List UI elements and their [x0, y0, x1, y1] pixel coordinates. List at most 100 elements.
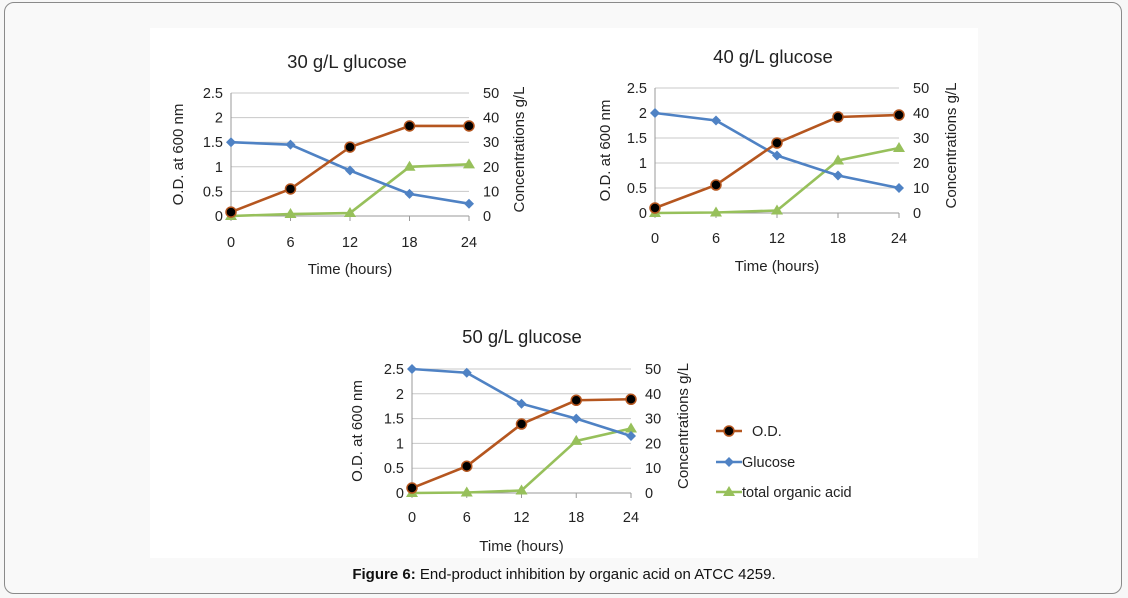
- x-axis-title: Time (hours): [479, 538, 563, 555]
- figure-caption: Figure 6: End-product inhibition by orga…: [0, 566, 1128, 583]
- glucose-point: [650, 108, 660, 118]
- chart-1: 0 0.5 1 1.5 2 2.5 0 10 20 30 40 50 0 6 12 18 24 30 g/L gl…: [170, 51, 528, 278]
- series-line-total-organic-acid: [411, 427, 632, 495]
- y-tick-label: 1.5: [203, 135, 223, 151]
- glucose-point: [711, 115, 721, 126]
- y-tick-label: 2.5: [384, 362, 404, 378]
- chart-title: 30 g/L glucose: [287, 51, 407, 72]
- y2-tick-label: 30: [483, 135, 499, 151]
- chart-title: 50 g/L glucose: [462, 326, 582, 347]
- y-tick-label: 2: [215, 111, 223, 127]
- y-tick-label: 1.5: [384, 412, 404, 428]
- y2-tick-label: 30: [645, 412, 661, 428]
- glucose-point: [404, 188, 415, 199]
- y-axis-title: O.D. at 600 nm: [349, 380, 366, 482]
- od-point: [570, 394, 582, 406]
- y2-axis-title: Concentrations g/L: [675, 363, 692, 489]
- x-tick-label: 6: [463, 510, 471, 526]
- acid-point: [710, 206, 722, 217]
- y-tick-label: 1: [215, 160, 223, 176]
- y-tick-label: 1: [396, 436, 404, 452]
- y2-tick-label: 0: [913, 206, 921, 222]
- y2-tick-label: 40: [913, 106, 929, 122]
- od-point: [893, 109, 905, 121]
- od-point: [406, 482, 418, 494]
- od-point: [461, 460, 473, 472]
- legend-marker-od: [723, 425, 735, 437]
- y-tick-label: 0: [639, 206, 647, 222]
- legend-marker-glucose: [724, 457, 734, 467]
- od-point: [832, 111, 844, 123]
- y2-tick-label: 10: [645, 461, 661, 477]
- x-tick-label: 18: [830, 231, 846, 247]
- glucose-point: [516, 398, 527, 409]
- x-tick-label: 0: [408, 510, 416, 526]
- series-line-o-d-: [654, 113, 900, 210]
- y2-tick-label: 40: [483, 111, 499, 127]
- y2-tick-label: 10: [483, 184, 499, 200]
- y2-tick-label: 50: [483, 86, 499, 102]
- x-tick-label: 24: [461, 235, 477, 251]
- glucose-point: [285, 139, 296, 150]
- chart-3: 0 0.5 1 1.5 2 2.5 0 10 20 30 40 50 0 6 12 18 24 50 g/L gl…: [349, 326, 692, 555]
- y-tick-label: 0: [215, 209, 223, 225]
- x-tick-label: 6: [712, 231, 720, 247]
- acid-point: [832, 154, 844, 165]
- caption-text: End-product inhibition by organic acid o…: [419, 566, 776, 583]
- caption-label: Figure 6:: [352, 566, 416, 583]
- x-tick-label: 0: [651, 231, 659, 247]
- od-point: [403, 120, 416, 132]
- acid-point: [344, 207, 356, 218]
- glucose-point: [626, 430, 636, 441]
- od-point: [625, 393, 637, 406]
- acid-point: [403, 160, 416, 171]
- x-tick-label: 12: [342, 235, 358, 251]
- glucose-point: [894, 183, 904, 193]
- glucose-point: [833, 170, 843, 181]
- od-point: [344, 141, 356, 153]
- glucose-point: [464, 198, 474, 209]
- x-axis-title: Time (hours): [735, 258, 819, 275]
- y-tick-label: 2: [396, 387, 404, 403]
- legend-label-od: O.D.: [752, 424, 782, 440]
- x-tick-label: 0: [227, 235, 235, 251]
- acid-point: [570, 434, 583, 445]
- chart-title: 40 g/L glucose: [713, 46, 833, 67]
- y-tick-label: 0: [396, 486, 404, 502]
- od-point: [225, 206, 237, 218]
- y2-tick-label: 30: [913, 131, 929, 147]
- glucose-point: [772, 150, 782, 161]
- x-tick-label: 24: [623, 510, 639, 526]
- y2-tick-label: 20: [483, 160, 499, 176]
- y-tick-label: 2: [639, 106, 647, 122]
- x-tick-label: 18: [568, 510, 584, 526]
- legend-label-glucose: Glucose: [742, 455, 795, 471]
- acid-point: [463, 158, 475, 169]
- y2-tick-label: 10: [913, 181, 929, 197]
- y2-tick-label: 40: [645, 387, 661, 403]
- acid-point: [625, 422, 637, 433]
- od-point: [771, 137, 783, 149]
- legend: O.D. Glucose total organic acid: [716, 424, 852, 501]
- od-point: [710, 179, 722, 191]
- x-tick-label: 24: [891, 231, 907, 247]
- od-point: [515, 418, 528, 430]
- acid-point: [771, 204, 783, 215]
- y-tick-label: 0.5: [203, 184, 223, 200]
- od-point: [649, 202, 661, 214]
- x-tick-label: 12: [513, 510, 529, 526]
- acid-point: [460, 486, 473, 497]
- y-tick-label: 0.5: [627, 181, 647, 197]
- y-axis-title: O.D. at 600 nm: [597, 100, 614, 202]
- x-tick-label: 18: [401, 235, 417, 251]
- y-tick-label: 2.5: [203, 86, 223, 102]
- y2-axis-title: Concentrations g/L: [511, 87, 528, 213]
- y2-tick-label: 0: [645, 486, 653, 502]
- y2-tick-label: 20: [645, 436, 661, 452]
- od-point: [284, 183, 297, 195]
- acid-point: [515, 484, 528, 495]
- y2-tick-label: 50: [645, 362, 661, 378]
- acid-point: [893, 142, 905, 152]
- legend-marker-acid: [723, 486, 735, 496]
